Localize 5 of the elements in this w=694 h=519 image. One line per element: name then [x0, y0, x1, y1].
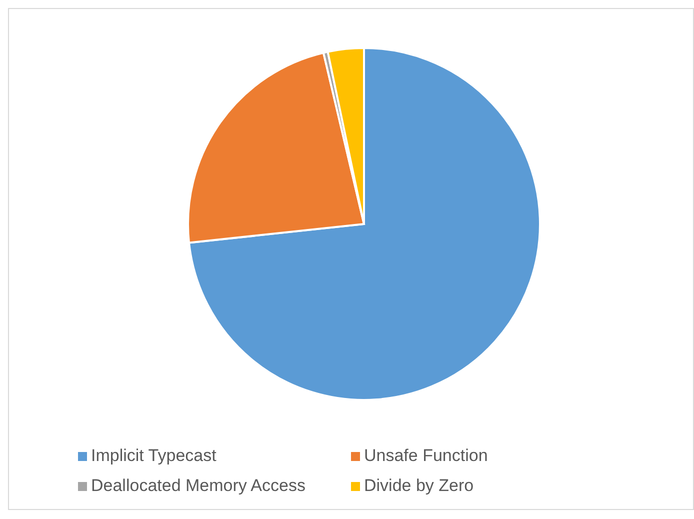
pie-slice	[188, 47, 541, 401]
legend-label: Implicit Typecast	[91, 445, 218, 467]
legend-label: Divide by Zero	[364, 475, 475, 497]
legend-label: Deallocated Memory Access	[91, 475, 306, 497]
legend-label: Unsafe Function	[364, 445, 489, 467]
